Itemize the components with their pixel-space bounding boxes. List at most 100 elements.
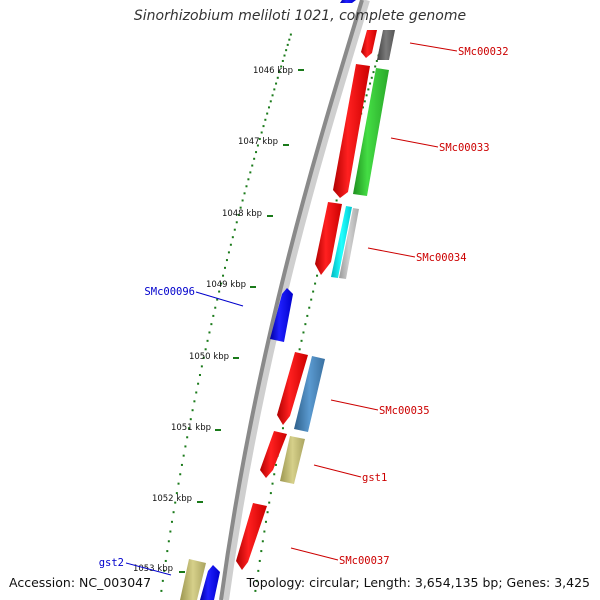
backbone [219, 0, 364, 600]
ring-dot [308, 306, 311, 309]
ring-dot [218, 290, 221, 293]
ring-dot [375, 59, 378, 62]
ring-dot [256, 144, 259, 147]
ring-dot [212, 314, 215, 317]
cds-feature [361, 30, 377, 58]
cds-feature [200, 565, 220, 600]
tick-label: 1047 kbp [238, 137, 278, 147]
ring-dot [200, 365, 203, 368]
ring-dot [245, 185, 248, 188]
ring-dot [361, 106, 364, 109]
ring-dot [204, 348, 207, 351]
ring-dot [260, 131, 263, 134]
ring-dot [253, 157, 256, 160]
ring-dot [268, 501, 271, 504]
label-leader [195, 291, 244, 307]
ring-dot [231, 236, 234, 239]
ring-dot [184, 445, 187, 448]
ring-dot [206, 339, 209, 342]
ring-dot [269, 492, 272, 495]
ring-dot [233, 228, 236, 231]
ring-dot [187, 427, 190, 430]
ring-dot [310, 298, 313, 301]
cds-feature [280, 436, 305, 484]
ring-dot [275, 82, 278, 85]
ring-dot [198, 374, 201, 377]
ring-dot [266, 511, 269, 514]
accession-label: Accession: NC_003047 [9, 575, 152, 590]
tick-label: 1052 kbp [152, 494, 192, 504]
ring-dot [273, 473, 276, 476]
ring-dot [169, 530, 172, 533]
backbone-shadow [221, 0, 370, 600]
ring-dot [367, 88, 370, 91]
ring-dot [161, 579, 164, 582]
ring-dot [302, 331, 305, 334]
scale-ticks [179, 69, 304, 573]
cds-feature [331, 206, 352, 278]
ring-dot [247, 178, 250, 181]
ring-dot [195, 391, 198, 394]
ring-dots [160, 33, 386, 592]
ring-dot [222, 274, 225, 277]
gene-label: SMc00034 [416, 252, 467, 264]
ring-dot [280, 65, 283, 68]
ring-dot [202, 356, 205, 359]
ring-dot [370, 76, 373, 79]
ring-dot [264, 520, 267, 523]
ring-dot [300, 339, 303, 342]
ring-dot [258, 559, 261, 562]
ring-dot [223, 266, 226, 269]
ring-dot [239, 206, 242, 209]
label-leader [125, 562, 172, 576]
cds-feature [315, 202, 342, 275]
gene-label: SMc00032 [458, 46, 509, 58]
ring-dot [274, 463, 277, 466]
label-leader [330, 399, 379, 411]
gene-label: gst1 [362, 472, 387, 484]
ring-dot [235, 221, 238, 224]
cds-feature [377, 30, 395, 60]
cds-feature [270, 288, 293, 342]
gene-label: SMc00037 [339, 555, 390, 567]
ring-dot [160, 589, 163, 592]
label-leader [367, 247, 416, 258]
cds-feature [339, 208, 359, 279]
ring-dot [214, 306, 217, 309]
ring-dot [227, 251, 230, 254]
label-leader [313, 464, 362, 478]
ring-dot [197, 382, 200, 385]
ring-dot [276, 76, 279, 79]
ring-dot [167, 540, 170, 543]
ring-dot [289, 33, 292, 36]
ring-dot [269, 100, 272, 103]
tick-label: 1053 kbp [133, 564, 173, 574]
ring-dot [216, 298, 219, 301]
cds-feature [353, 68, 389, 196]
ring-dot [251, 164, 254, 167]
cds-feature [236, 503, 267, 570]
ring-dot [164, 559, 167, 562]
ring-dot [225, 259, 228, 262]
ring-dot [210, 323, 213, 326]
ring-dot [278, 71, 281, 74]
genome-summary: Topology: circular; Length: 3,654,135 bp… [246, 575, 590, 590]
ring-dot [241, 199, 244, 202]
ring-dot [220, 282, 223, 285]
ring-dot [163, 569, 166, 572]
ring-dot [298, 348, 301, 351]
ring-dot [316, 274, 319, 277]
ring-dot [229, 243, 232, 246]
ring-dot [258, 137, 261, 140]
label-leader [390, 137, 439, 148]
ring-dot [261, 540, 264, 543]
ring-dot [186, 436, 189, 439]
ring-dot [335, 199, 338, 202]
ring-dot [182, 454, 185, 457]
label-leader [290, 547, 339, 561]
ring-dot [262, 125, 265, 128]
map-title: Sinorhizobium meliloti 1021, complete ge… [133, 8, 467, 24]
tick-label: 1050 kbp [189, 352, 229, 362]
ring-dot [193, 400, 196, 403]
ring-dot [191, 409, 194, 412]
